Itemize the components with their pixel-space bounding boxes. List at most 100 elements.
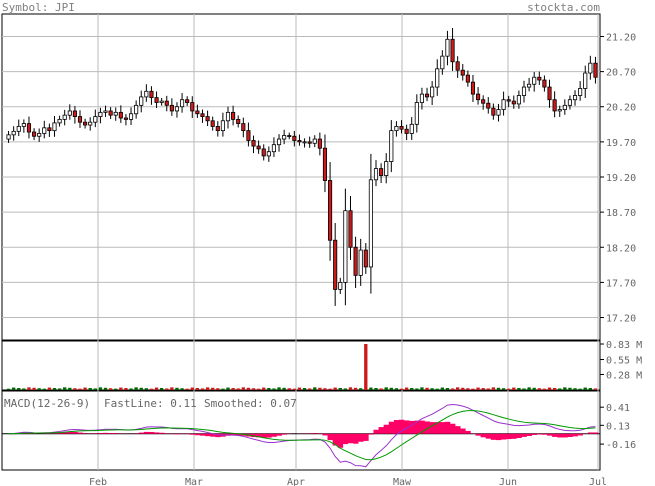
y-tick-label: 20.20 [606,103,636,114]
candle-body [159,100,164,103]
macd-histogram-bar [194,433,201,436]
candle-body [307,141,312,144]
volume-bar [481,388,485,390]
x-tick-label: Maw [393,477,412,486]
macd-histogram-bar [199,433,206,436]
macd-histogram-bar [439,422,446,434]
macd-histogram-bar [256,433,262,438]
candle-body [174,106,180,112]
candle-body [593,62,598,78]
volume-bar [374,388,378,390]
volume-bar [302,388,307,390]
volume-bar [573,388,577,390]
volume-bar [593,388,598,390]
volume-bar [149,388,154,390]
volume-bar [256,388,261,390]
macd-histogram-bar [501,433,507,440]
volume-bar [517,388,521,390]
candle-body [231,111,236,120]
candle-body [16,126,21,132]
candle-body [32,131,37,137]
macd-histogram-bar [102,432,109,434]
macd-tick-label: 0.41 [606,403,630,414]
candle-body [516,95,521,105]
macd-histogram-bar [444,421,451,434]
macd-histogram-bar [434,422,441,434]
macd-histogram-bar [113,433,119,434]
candle-body [552,99,557,112]
volume-bar [57,388,62,390]
macd-smoothed-label: Smoothed: 0.07 [204,397,297,410]
candle-body [261,148,266,157]
volume-bar [445,388,450,390]
macd-histogram-bar [490,433,497,440]
y-tick-label: 19.20 [606,173,636,184]
macd-histogram-bar [388,421,395,434]
candle-body [338,281,343,290]
macd-histogram-bar [577,433,583,436]
macd-histogram-bar [189,433,196,435]
volume-bar [410,388,414,390]
candle-body [424,93,430,98]
candle-body [343,210,348,283]
candle-body [128,113,134,120]
candle-body [583,72,588,89]
volume-bar [180,388,184,390]
volume-bar [226,387,230,390]
volume-bar [563,387,567,390]
volume-bar [292,388,297,390]
candle-body [77,116,83,123]
volume-bar [425,387,429,390]
volume-bar [139,387,143,390]
macd-histogram-bar [347,433,354,444]
candle-body [57,118,62,124]
volume-bar [236,388,240,390]
macd-histogram-bar [235,433,242,436]
candle-body [333,239,338,290]
candle-body [409,123,414,134]
candle-body [246,130,251,141]
macd-histogram-bar [261,433,267,438]
volume-panel-frame [1,340,601,391]
volume-bar [124,388,128,390]
macd-histogram-bar [460,428,466,434]
volume-bar [450,388,455,390]
candle-body [190,102,195,112]
candle-body [465,74,470,83]
volume-bar [512,387,516,390]
candle-body [149,90,154,99]
volume-bar [343,388,348,390]
x-tick-label: Mar [185,477,203,486]
source-label[interactable]: stockta.com [527,1,600,14]
volume-bar [83,387,87,390]
volume-bar [537,388,541,390]
macd-histogram-bar [587,432,594,434]
volume-bar [558,388,562,390]
volume-bar [241,387,245,390]
candle-body [491,107,496,116]
volume-bar [369,387,373,390]
macd-tick-label: -0.16 [606,440,636,451]
candle-body [83,121,88,126]
macd-histogram-bar [424,421,430,434]
macd-histogram-bar [342,433,349,445]
candle-body [67,110,72,116]
volume-bar [461,387,465,390]
volume-bar [134,387,138,390]
volume-bar [42,388,46,390]
y-tick-label: 19.70 [606,138,636,149]
candle-body [62,114,67,120]
volume-bar [73,388,77,390]
volume-bar [527,387,531,390]
candle-body [282,135,287,140]
candle-body [225,111,231,122]
volume-bar [318,387,322,390]
candle-body [481,99,486,104]
candle-body [399,126,404,130]
candle-body [139,96,144,106]
candle-body [460,69,465,76]
volume-bar [231,388,235,390]
candle-body [26,123,32,133]
x-tick-label: Apr [287,477,305,486]
macd-histogram-bar [154,432,160,434]
